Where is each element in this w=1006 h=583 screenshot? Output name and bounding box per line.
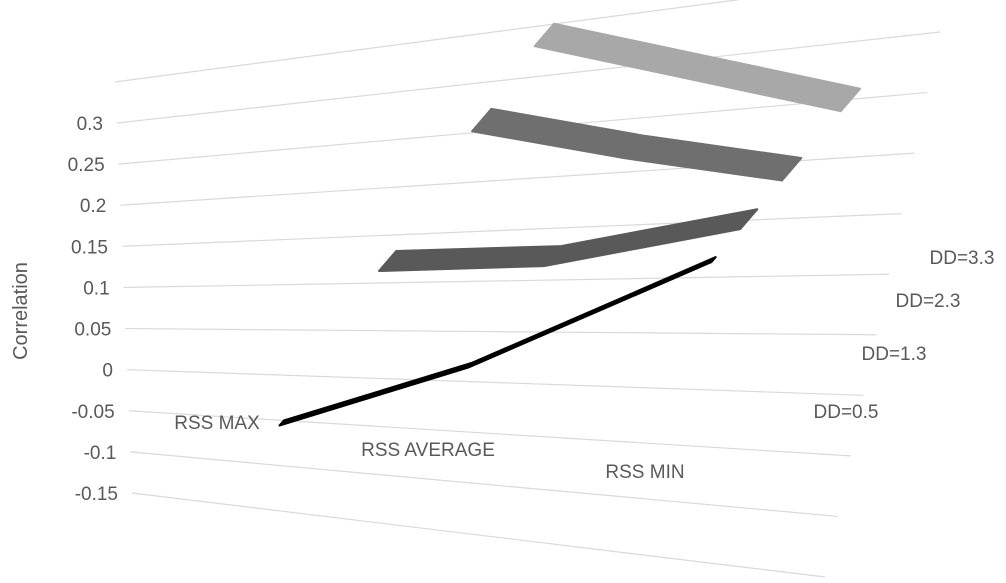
gridline xyxy=(128,410,851,457)
category-label: RSS MAX xyxy=(174,413,260,434)
gridline xyxy=(125,327,877,336)
y-tick-label: 0.3 xyxy=(77,114,103,135)
gridline xyxy=(130,451,838,518)
gridline xyxy=(126,369,864,396)
y-tick-label: 0.15 xyxy=(71,237,108,258)
gridline xyxy=(131,492,826,578)
series-ribbon xyxy=(278,256,717,427)
y-tick-label: 0.25 xyxy=(68,155,105,176)
gridline xyxy=(115,0,741,83)
y-axis-title: Correlation xyxy=(10,262,32,360)
gridline xyxy=(116,31,941,124)
y-tick-label: 0.1 xyxy=(83,278,109,299)
y-tick-label: -0.1 xyxy=(84,443,117,464)
series-group xyxy=(278,22,862,427)
series-label: DD=3.3 xyxy=(930,248,995,269)
gridline xyxy=(121,213,902,247)
gridline xyxy=(123,273,889,289)
y-axis-ticks: 0.3 0.25 0.2 0.15 0.1 0.05 0 -0.05 -0.1 -0.15 xyxy=(68,114,118,505)
series-ribbon xyxy=(471,107,803,182)
category-label: RSS AVERAGE xyxy=(361,440,495,461)
series-label: DD=0.5 xyxy=(814,402,879,423)
category-label: RSS MIN xyxy=(605,462,684,483)
series-ribbon xyxy=(378,208,759,272)
series-label: DD=2.3 xyxy=(896,291,961,312)
y-tick-label: 0.05 xyxy=(74,320,111,341)
series-label: DD=1.3 xyxy=(862,344,927,365)
y-tick-label: -0.05 xyxy=(71,402,114,423)
y-tick-label: -0.15 xyxy=(75,484,118,505)
y-tick-label: 0 xyxy=(102,361,113,382)
series-ribbon xyxy=(533,22,862,113)
category-axis-labels: RSS MAX RSS AVERAGE RSS MIN xyxy=(174,413,684,483)
depth-axis-labels: DD=0.5 DD=1.3 DD=2.3 DD=3.3 xyxy=(814,248,995,423)
y-tick-label: 0.2 xyxy=(80,196,106,217)
